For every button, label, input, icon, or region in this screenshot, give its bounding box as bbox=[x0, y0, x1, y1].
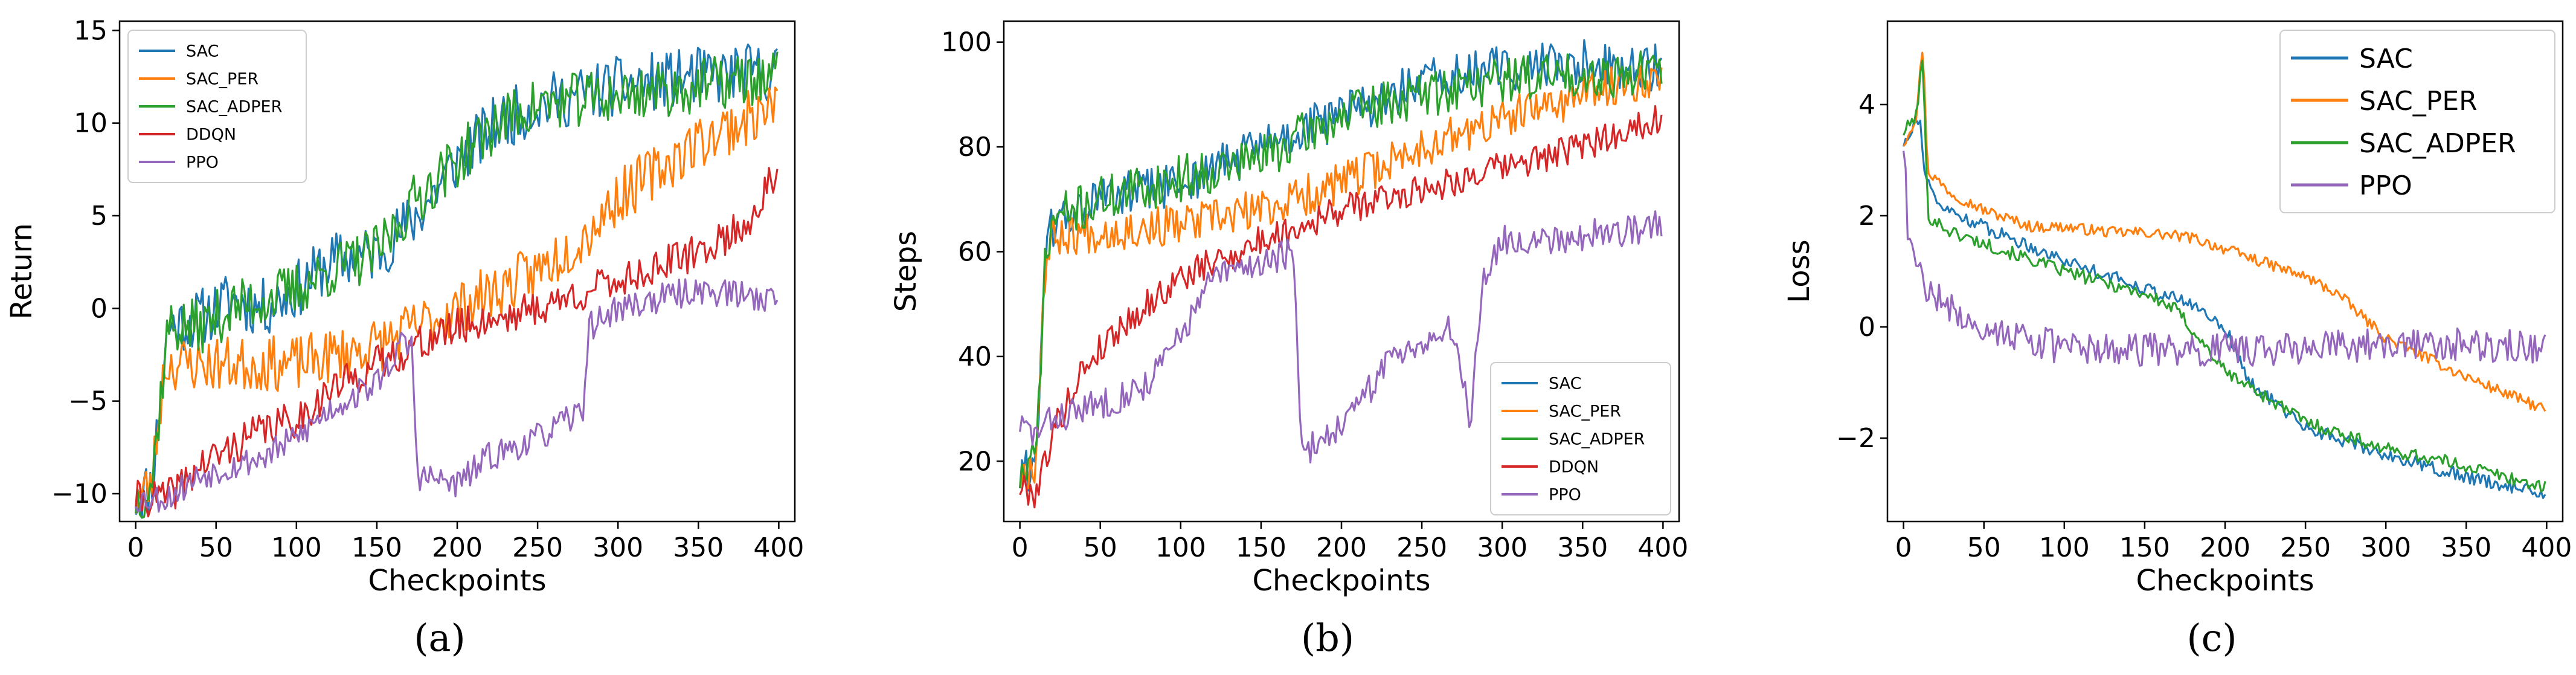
y-axis-label-b: Steps bbox=[889, 231, 923, 312]
legend-label: SAC_PER bbox=[186, 70, 259, 89]
x-tick-label: 350 bbox=[1557, 532, 1608, 563]
x-tick-label: 250 bbox=[512, 532, 563, 563]
legend-label: SAC_PER bbox=[2359, 86, 2478, 117]
legend-label: SAC_ADPER bbox=[1549, 430, 1645, 449]
y-tick-label: 20 bbox=[958, 446, 992, 477]
legend-box bbox=[127, 30, 307, 183]
x-tick-label: 150 bbox=[2119, 532, 2170, 563]
legend-c: SAC SAC_PER SAC_ADPER PPO bbox=[2279, 30, 2555, 213]
x-tick-label: 200 bbox=[2200, 532, 2250, 563]
x-tick-label: 250 bbox=[1396, 532, 1447, 563]
legend-label: PPO bbox=[186, 153, 219, 172]
panel-b: 0 50 100 150 200 250 300 350 400 20 40 60 80 100 Che… bbox=[889, 20, 1688, 660]
x-axis-c: 0 50 100 150 200 250 300 350 400 bbox=[1895, 522, 2572, 563]
x-tick-label: 150 bbox=[1236, 532, 1286, 563]
legend-label: SAC_ADPER bbox=[186, 98, 282, 117]
panel-a: 0 50 100 150 200 250 300 350 400 −10 −5 0 5 10 15 Che… bbox=[5, 15, 804, 660]
series-line-sac-b bbox=[1019, 39, 1663, 492]
x-axis-a: 0 50 100 150 200 250 300 350 400 bbox=[127, 522, 804, 563]
series-line-sac-per-a bbox=[135, 86, 779, 514]
x-tick-label: 400 bbox=[1637, 532, 1688, 563]
legend-box bbox=[2279, 30, 2555, 213]
series-line-sac-adper-a bbox=[135, 51, 779, 519]
legend-a: SAC SAC_PER SAC_ADPER DDQN PPO bbox=[127, 30, 307, 183]
legend-label: DDQN bbox=[186, 126, 236, 144]
x-tick-label: 0 bbox=[1895, 532, 1912, 563]
y-tick-label: 80 bbox=[958, 132, 992, 163]
y-axis-label-c: Loss bbox=[1782, 239, 1816, 303]
series-line-sac-c bbox=[1903, 118, 2546, 499]
legend-box bbox=[1490, 362, 1671, 515]
y-tick-label: −10 bbox=[51, 479, 108, 509]
y-tick-label: 10 bbox=[74, 108, 108, 139]
series-line-ppo-c bbox=[1903, 150, 2546, 367]
x-tick-label: 0 bbox=[1012, 532, 1029, 563]
y-axis-label-a: Return bbox=[5, 223, 39, 319]
x-tick-label: 50 bbox=[1967, 532, 2001, 563]
y-tick-label: 5 bbox=[91, 201, 108, 231]
panel-label-c: (c) bbox=[2186, 616, 2237, 660]
y-tick-label: 60 bbox=[958, 236, 992, 267]
x-tick-label: 200 bbox=[1316, 532, 1367, 563]
x-tick-label: 100 bbox=[2039, 532, 2090, 563]
y-tick-label: 40 bbox=[958, 341, 992, 372]
series-line-ppo-b bbox=[1019, 210, 1663, 463]
x-tick-label: 300 bbox=[2360, 532, 2411, 563]
x-axis-b: 0 50 100 150 200 250 300 350 400 bbox=[1012, 522, 1688, 563]
x-tick-label: 350 bbox=[673, 532, 724, 563]
x-axis-label-c: Checkpoints bbox=[2136, 564, 2314, 598]
x-tick-label: 50 bbox=[199, 532, 233, 563]
legend-label: DDQN bbox=[1549, 458, 1599, 477]
legend-label: PPO bbox=[2359, 170, 2412, 201]
y-tick-label: −5 bbox=[68, 386, 108, 417]
series-layer-b bbox=[1019, 39, 1663, 509]
y-tick-label: 15 bbox=[74, 15, 108, 46]
x-tick-label: 300 bbox=[593, 532, 643, 563]
legend-label: PPO bbox=[1549, 486, 1581, 505]
y-tick-label: 0 bbox=[91, 293, 108, 324]
y-axis-b: 20 40 60 80 100 bbox=[941, 27, 1004, 477]
panel-c: 0 50 100 150 200 250 300 350 400 −2 0 2 4 Checkpoin… bbox=[1782, 20, 2572, 660]
legend-b: SAC SAC_PER SAC_ADPER DDQN PPO bbox=[1490, 362, 1671, 515]
x-tick-label: 0 bbox=[127, 532, 144, 563]
x-tick-label: 200 bbox=[432, 532, 483, 563]
series-layer-c bbox=[1903, 51, 2546, 499]
x-tick-label: 400 bbox=[753, 532, 804, 563]
series-line-sac-adper-b bbox=[1019, 50, 1663, 488]
x-tick-label: 350 bbox=[2441, 532, 2491, 563]
legend-label: SAC bbox=[2359, 44, 2413, 74]
panel-label-a: (a) bbox=[414, 616, 465, 660]
series-line-sac-per-c bbox=[1903, 51, 2546, 412]
series-line-sac-per-b bbox=[1019, 65, 1663, 489]
y-axis-c: −2 0 2 4 bbox=[1836, 89, 1887, 454]
x-axis-label-a: Checkpoints bbox=[368, 564, 546, 598]
series-line-ddqn-b bbox=[1019, 105, 1663, 509]
y-axis-a: −10 −5 0 5 10 15 bbox=[51, 15, 120, 509]
series-line-ddqn-a bbox=[135, 167, 779, 518]
x-tick-label: 100 bbox=[271, 532, 322, 563]
y-tick-label: 2 bbox=[1858, 201, 1875, 231]
series-layer-a bbox=[135, 44, 779, 519]
legend-label: SAC_ADPER bbox=[2359, 128, 2516, 159]
x-tick-label: 100 bbox=[1155, 532, 1206, 563]
legend-label: SAC bbox=[1549, 375, 1582, 393]
legend-label: SAC bbox=[186, 42, 219, 61]
x-tick-label: 300 bbox=[1477, 532, 1527, 563]
series-line-sac-adper-c bbox=[1903, 59, 2546, 493]
y-tick-label: 100 bbox=[941, 27, 992, 58]
legend-label: SAC_PER bbox=[1549, 402, 1621, 421]
x-tick-label: 250 bbox=[2280, 532, 2331, 563]
x-axis-label-b: Checkpoints bbox=[1252, 564, 1430, 598]
x-tick-label: 150 bbox=[352, 532, 402, 563]
y-tick-label: −2 bbox=[1836, 423, 1875, 454]
x-tick-label: 50 bbox=[1084, 532, 1117, 563]
y-tick-label: 4 bbox=[1858, 89, 1875, 120]
panel-label-b: (b) bbox=[1301, 616, 1354, 660]
series-line-ppo-a bbox=[135, 278, 779, 513]
y-tick-label: 0 bbox=[1858, 312, 1875, 343]
x-tick-label: 400 bbox=[2521, 532, 2572, 563]
